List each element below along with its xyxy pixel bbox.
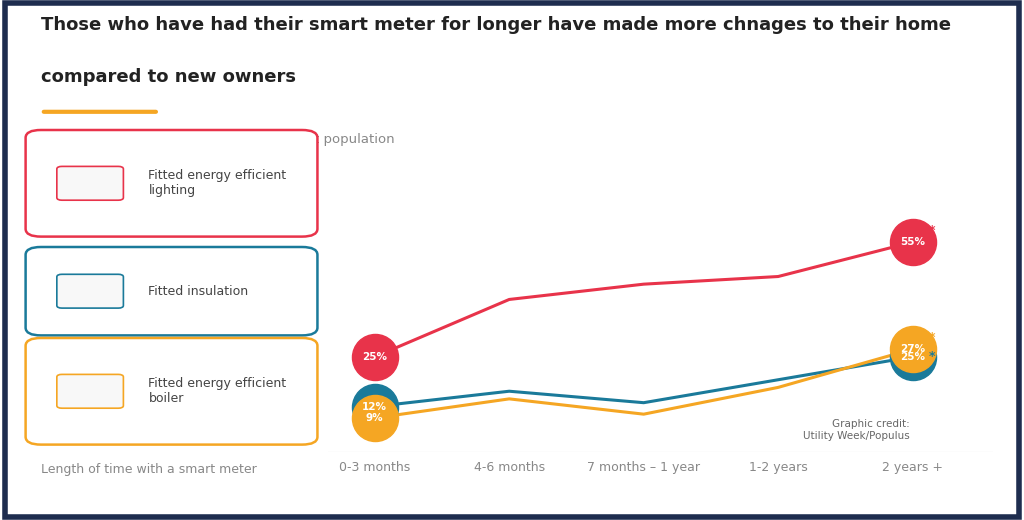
Text: *: * bbox=[929, 224, 935, 237]
Point bbox=[367, 414, 383, 422]
Text: Graphic credit:
Utility Week/Populus: Graphic credit: Utility Week/Populus bbox=[803, 419, 910, 441]
Text: 12%: 12% bbox=[362, 401, 387, 411]
Point bbox=[367, 353, 383, 361]
Text: Fitted energy efficient
boiler: Fitted energy efficient boiler bbox=[148, 378, 287, 405]
Text: 25%: 25% bbox=[362, 352, 387, 362]
Text: Fitted insulation: Fitted insulation bbox=[148, 284, 249, 297]
Text: Fitted energy efficient
lighting: Fitted energy efficient lighting bbox=[148, 170, 287, 197]
Text: *: * bbox=[929, 350, 935, 363]
Point bbox=[367, 402, 383, 411]
Text: Those who have had their smart meter for longer have made more chnages to their : Those who have had their smart meter for… bbox=[41, 16, 951, 34]
Text: 27%: 27% bbox=[900, 344, 925, 354]
Text: 25%: 25% bbox=[900, 352, 925, 362]
Text: Existing claimed activities – among smart population: Existing claimed activities – among smar… bbox=[41, 133, 394, 146]
Text: *: * bbox=[929, 331, 935, 344]
Point bbox=[904, 238, 921, 246]
Text: Length of time with a smart meter: Length of time with a smart meter bbox=[41, 463, 257, 476]
Point bbox=[904, 353, 921, 361]
Text: 55%: 55% bbox=[900, 237, 925, 247]
Point bbox=[904, 345, 921, 353]
Text: compared to new owners: compared to new owners bbox=[41, 68, 296, 86]
Text: 9%: 9% bbox=[366, 413, 384, 423]
